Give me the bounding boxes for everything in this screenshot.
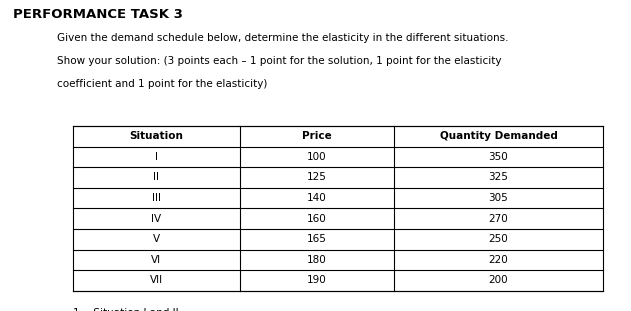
Text: 325: 325 <box>488 173 509 183</box>
Text: 1. Situation I and II: 1. Situation I and II <box>73 308 178 311</box>
Text: I: I <box>155 152 158 162</box>
Text: PERFORMANCE TASK 3: PERFORMANCE TASK 3 <box>13 8 182 21</box>
Text: VI: VI <box>151 255 162 265</box>
Text: III: III <box>151 193 161 203</box>
Text: 350: 350 <box>488 152 509 162</box>
Text: II: II <box>153 173 159 183</box>
Text: 180: 180 <box>307 255 327 265</box>
Text: VII: VII <box>150 276 163 285</box>
Text: 140: 140 <box>307 193 327 203</box>
Text: Given the demand schedule below, determine the elasticity in the different situa: Given the demand schedule below, determi… <box>57 33 509 43</box>
Text: 125: 125 <box>307 173 327 183</box>
Text: IV: IV <box>151 214 162 224</box>
Text: Show your solution: (3 points each – 1 point for the solution, 1 point for the e: Show your solution: (3 points each – 1 p… <box>57 56 501 66</box>
Text: 250: 250 <box>488 234 509 244</box>
Text: V: V <box>153 234 160 244</box>
Text: 100: 100 <box>307 152 327 162</box>
Text: 165: 165 <box>307 234 327 244</box>
Text: 305: 305 <box>488 193 509 203</box>
Text: Quantity Demanded: Quantity Demanded <box>440 131 557 141</box>
Text: 220: 220 <box>488 255 509 265</box>
Text: coefficient and 1 point for the elasticity): coefficient and 1 point for the elastici… <box>57 79 267 89</box>
Text: 200: 200 <box>488 276 509 285</box>
Text: Price: Price <box>302 131 332 141</box>
Text: 160: 160 <box>307 214 327 224</box>
Text: 270: 270 <box>488 214 509 224</box>
Text: 190: 190 <box>307 276 327 285</box>
Text: Situation: Situation <box>129 131 183 141</box>
